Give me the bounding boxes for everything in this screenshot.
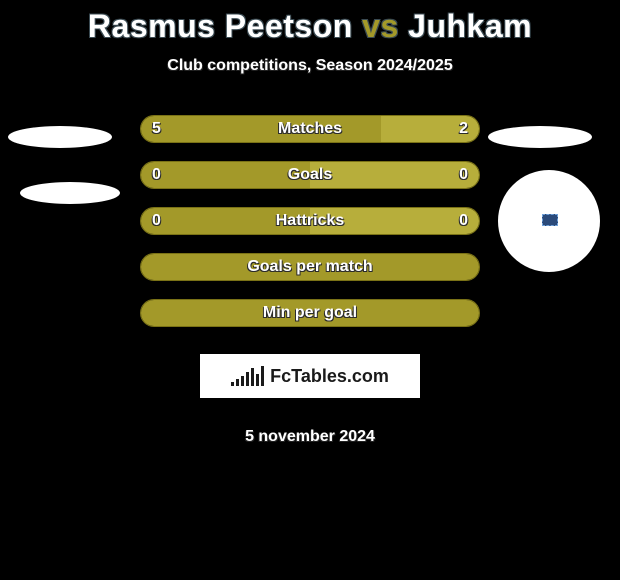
stat-bar-left [141,116,381,142]
stat-row: Min per goal [0,299,620,345]
player-right-name: Juhkam [408,8,532,44]
logo-box: FcTables.com [200,354,420,398]
logo-bars-icon [231,366,264,386]
stat-bar-track [140,115,480,143]
stat-bar-left [141,254,479,280]
comparison-title: Rasmus Peetson vs Juhkam [0,8,620,45]
date-label: 5 november 2024 [0,428,620,446]
stat-bar-track [140,161,480,189]
stat-bar-track [140,207,480,235]
stat-bar-right [381,116,479,142]
ellipse-icon [20,182,120,204]
subtitle: Club competitions, Season 2024/2025 [0,57,620,75]
vs-label: vs [362,8,399,44]
stat-bar-left [141,300,479,326]
stat-bar-left [141,208,310,234]
stat-bar-right [310,208,479,234]
stat-bar-track [140,299,480,327]
stat-bar-right [310,162,479,188]
ellipse-icon [488,126,592,148]
placeholder-rect-icon [542,214,558,226]
stat-bar-left [141,162,310,188]
player-left-name: Rasmus Peetson [88,8,353,44]
logo-text: FcTables.com [270,366,389,387]
ellipse-icon [8,126,112,148]
circle-icon [498,170,600,272]
logo-brand1: Fc [270,366,291,386]
stat-bar-track [140,253,480,281]
logo-suffix: .com [347,366,389,386]
logo-brand2: Tables [291,366,347,386]
